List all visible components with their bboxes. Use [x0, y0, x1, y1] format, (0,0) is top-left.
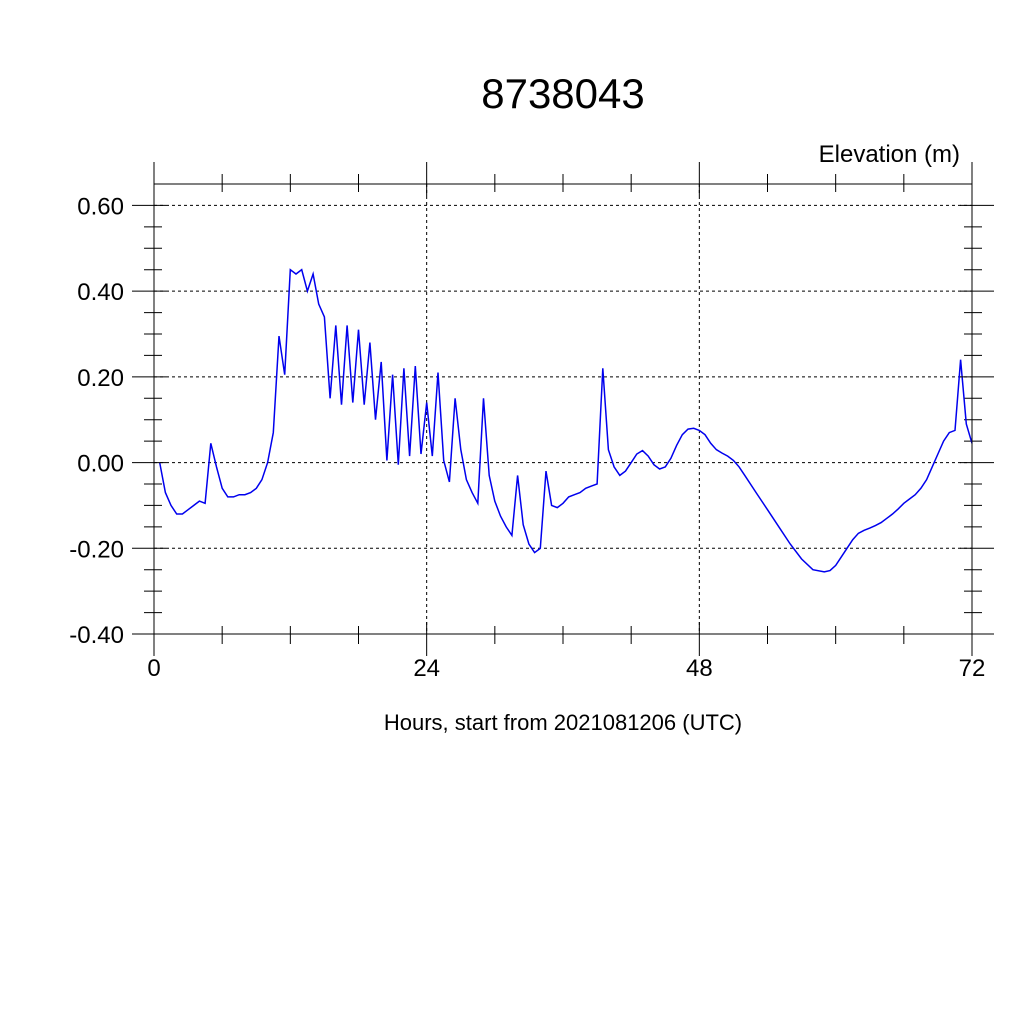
- x-tick-label: 48: [686, 655, 713, 682]
- y-tick-label: -0.20: [69, 536, 124, 563]
- y-tick-label: 0.20: [77, 365, 124, 392]
- y-axis-label: Elevation (m): [819, 141, 960, 168]
- y-tick-label: -0.40: [69, 622, 124, 649]
- x-axis-label: Hours, start from 2021081206 (UTC): [384, 710, 742, 735]
- plot-frame: [153, 183, 973, 635]
- series-line: [158, 268, 973, 573]
- chart-title: 8738043: [481, 70, 645, 117]
- grid-lines: [153, 184, 973, 635]
- minor-ticks: [144, 174, 982, 644]
- series-layer: [158, 268, 973, 573]
- x-tick-label: 24: [413, 655, 440, 682]
- y-tick-label: 0.60: [77, 193, 124, 220]
- x-tick-label: 72: [959, 655, 986, 682]
- y-tick-label: 0.40: [77, 279, 124, 306]
- y-tick-label: 0.00: [77, 451, 124, 478]
- tick-layer: -0.40 -0.20 0.00 0.20 0.40 0.60 0 24 48 72: [69, 162, 994, 682]
- x-tick-label: 0: [147, 655, 160, 682]
